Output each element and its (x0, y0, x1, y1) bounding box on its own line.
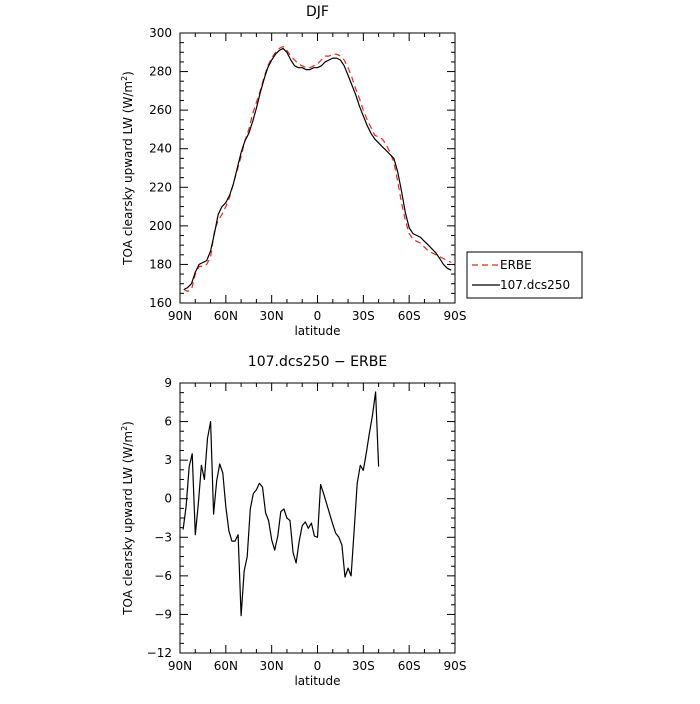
plot-frame (179, 32, 456, 304)
y-axis-label-text: TOA clearsky upward LW (W/m (121, 431, 135, 616)
y-tick-label: 240 (149, 142, 172, 156)
y-tick-label: 260 (149, 103, 172, 117)
legend-box (466, 251, 583, 299)
y-tick-label: 300 (149, 26, 172, 40)
y-tick-label: 3 (164, 453, 172, 467)
x-tick-label: 30N (260, 659, 284, 673)
x-axis-label: latitude (294, 324, 340, 338)
plot-frame (179, 382, 456, 654)
y-tick-label: 200 (149, 219, 172, 233)
legend-entry: ERBE (500, 258, 532, 272)
y-axis-label-text: TOA clearsky upward LW (W/m (121, 81, 135, 266)
y-tick-label: 160 (149, 296, 172, 310)
y-tick-label: −9 (154, 607, 172, 621)
y-axis-label: TOA clearsky upward LW (W/m2) (120, 71, 135, 266)
series-line-107-dcs250 (183, 47, 452, 291)
x-tick-label: 60N (214, 309, 238, 323)
x-tick-label: 60S (398, 309, 421, 323)
chart-panel-2: 90N 60N 30N 0 30S 60S 90S −12 −9 −6 −3 0 3 6 9 107.dcs2… (120, 354, 466, 688)
chart-panel-1: 90N 60N 30N 0 30S 60S 90S 160 180 200 220 240 260 280… (120, 4, 583, 338)
y-tick-label: 280 (149, 65, 172, 79)
y-tick-label: 0 (164, 492, 172, 506)
y-axis-label-end: ) (121, 421, 135, 426)
y-tick-label: −3 (154, 530, 172, 544)
y-tick-label: −6 (154, 569, 172, 583)
x-tick-label: 90N (168, 309, 192, 323)
y-axis-label-sup: 2 (120, 76, 129, 81)
x-tick-label: 90S (444, 309, 467, 323)
chart-title: 107.dcs250 − ERBE (248, 354, 387, 370)
x-tick-label: 30S (352, 659, 375, 673)
x-tick-label: 0 (314, 659, 322, 673)
x-axis-label: latitude (294, 674, 340, 688)
legend-entry: 107.dcs250 (500, 278, 570, 292)
y-tick-label: 180 (149, 257, 172, 271)
y-tick-label: 220 (149, 180, 172, 194)
y-axis-label-sup: 2 (120, 426, 129, 431)
x-tick-label: 0 (314, 309, 322, 323)
x-tick-label: 60S (398, 659, 421, 673)
y-tick-label: 9 (164, 376, 172, 390)
chart-title: DJF (306, 4, 329, 20)
x-tick-label: 30N (260, 309, 284, 323)
series-line-erbe (183, 45, 452, 292)
y-axis-label: TOA clearsky upward LW (W/m2) (120, 421, 135, 616)
x-tick-label: 60N (214, 659, 238, 673)
series-line-difference (182, 391, 380, 617)
x-tick-label: 30S (352, 309, 375, 323)
y-tick-label: −12 (147, 646, 172, 660)
y-tick-label: 6 (164, 415, 172, 429)
x-tick-label: 90N (168, 659, 192, 673)
x-tick-label: 90S (444, 659, 467, 673)
y-axis-label-end: ) (121, 71, 135, 76)
